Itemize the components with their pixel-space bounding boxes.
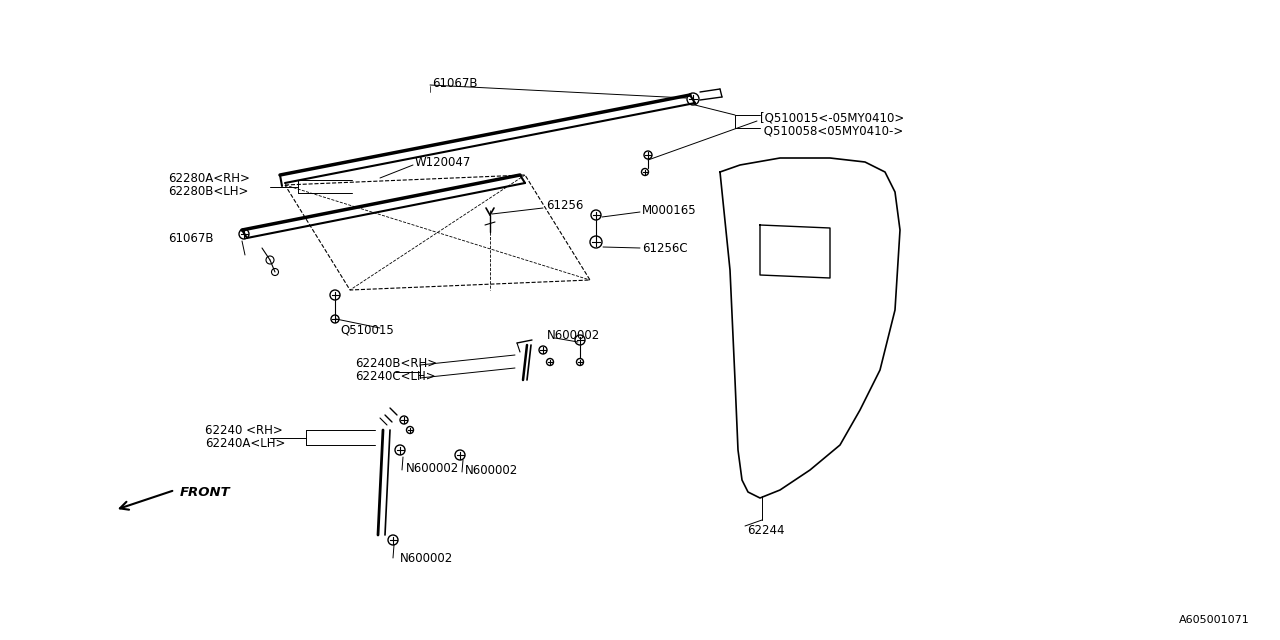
Text: [Q510015<-05MY0410>: [Q510015<-05MY0410> [760,111,904,125]
Text: N600002: N600002 [406,461,460,474]
Text: 62240 <RH>: 62240 <RH> [205,424,283,436]
Text: N600002: N600002 [547,328,600,342]
Text: A605001071: A605001071 [1179,615,1251,625]
Text: N600002: N600002 [399,552,453,564]
Text: M000165: M000165 [643,204,696,216]
Text: 62240A<LH>: 62240A<LH> [205,436,285,449]
Text: 61256C: 61256C [643,241,687,255]
Text: FRONT: FRONT [180,486,230,499]
Text: 62240C<LH>: 62240C<LH> [355,369,435,383]
Text: 62244: 62244 [748,524,785,536]
Text: 62280A<RH>: 62280A<RH> [168,172,250,184]
Text: N600002: N600002 [465,463,518,477]
Text: Q510058<05MY0410->: Q510058<05MY0410-> [760,125,904,138]
Text: W120047: W120047 [415,156,471,168]
Text: Q510015: Q510015 [340,323,394,337]
Text: 61067B: 61067B [168,232,214,244]
Text: 61256: 61256 [547,198,584,211]
Text: 62240B<RH>: 62240B<RH> [355,356,438,369]
Text: 61067B: 61067B [433,77,477,90]
Text: 62280B<LH>: 62280B<LH> [168,184,248,198]
